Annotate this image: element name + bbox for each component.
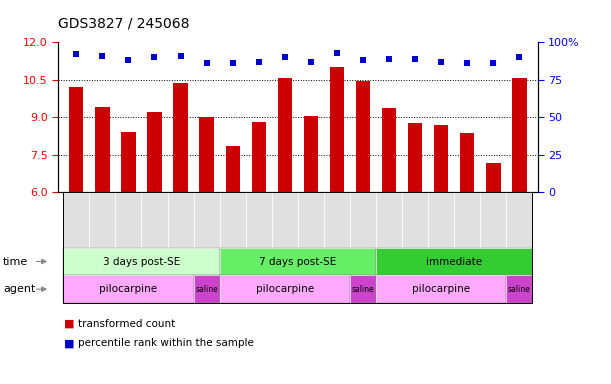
Point xyxy=(306,59,316,65)
Bar xyxy=(512,78,527,192)
Bar xyxy=(174,83,188,192)
Text: time: time xyxy=(3,257,28,266)
Bar xyxy=(225,146,240,192)
Bar xyxy=(199,117,214,192)
Text: saline: saline xyxy=(508,285,531,294)
Point xyxy=(202,60,211,66)
Point xyxy=(176,53,186,59)
Text: immediate: immediate xyxy=(426,257,482,266)
Point xyxy=(98,53,108,59)
Point xyxy=(436,59,446,65)
Bar xyxy=(408,123,422,192)
Point xyxy=(488,60,498,66)
Text: saline: saline xyxy=(196,285,218,294)
Bar xyxy=(277,78,292,192)
Bar xyxy=(330,67,344,192)
Text: 7 days post-SE: 7 days post-SE xyxy=(259,257,337,266)
Bar xyxy=(304,116,318,192)
Point xyxy=(71,51,81,57)
Bar xyxy=(434,124,448,192)
Text: pilocarpine: pilocarpine xyxy=(256,284,314,294)
Point xyxy=(410,56,420,62)
Point xyxy=(358,57,368,63)
Bar xyxy=(252,122,266,192)
Bar xyxy=(147,112,162,192)
Point xyxy=(254,59,264,65)
Point xyxy=(123,57,133,63)
Text: GDS3827 / 245068: GDS3827 / 245068 xyxy=(58,17,189,31)
Bar xyxy=(121,132,136,192)
Text: ■: ■ xyxy=(64,338,75,348)
Point xyxy=(228,60,238,66)
Bar xyxy=(486,163,500,192)
Point xyxy=(332,50,342,56)
Text: 3 days post-SE: 3 days post-SE xyxy=(103,257,180,266)
Bar xyxy=(95,107,109,192)
Bar xyxy=(460,133,475,192)
Text: pilocarpine: pilocarpine xyxy=(412,284,470,294)
Point xyxy=(280,54,290,60)
Text: percentile rank within the sample: percentile rank within the sample xyxy=(78,338,254,348)
Bar xyxy=(69,87,84,192)
Text: agent: agent xyxy=(3,284,35,294)
Text: transformed count: transformed count xyxy=(78,319,175,329)
Bar xyxy=(382,108,397,192)
Text: saline: saline xyxy=(352,285,375,294)
Text: ■: ■ xyxy=(64,319,75,329)
Point xyxy=(150,54,159,60)
Point xyxy=(384,56,394,62)
Text: pilocarpine: pilocarpine xyxy=(100,284,158,294)
Point xyxy=(514,54,524,60)
Point xyxy=(463,60,472,66)
Bar xyxy=(356,81,370,192)
